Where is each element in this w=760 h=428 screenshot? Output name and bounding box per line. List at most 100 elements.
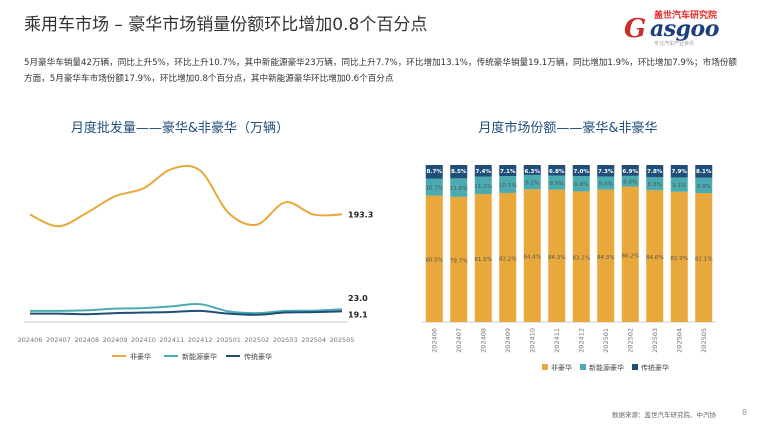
bar-data-label: 6.8% xyxy=(623,180,637,186)
x-tick-label: 202410 xyxy=(528,328,536,353)
legend-swatch xyxy=(632,364,638,370)
x-tick-label: 202502 xyxy=(626,328,634,353)
bar-segment-2 xyxy=(646,177,664,191)
x-tick-label: 202407 xyxy=(46,336,71,344)
bar-data-label: 10.7% xyxy=(425,186,443,192)
bar-segment-2 xyxy=(621,175,639,187)
logo-tagline: 专注汽车产业资讯 xyxy=(654,41,695,47)
page-number: 8 xyxy=(742,408,748,417)
data-source: 数据来源：盖世汽车研究院、中汽协 xyxy=(612,411,716,419)
legend-swatch xyxy=(542,364,548,370)
bar-segment-1 xyxy=(621,186,639,322)
bar-segment-2 xyxy=(597,176,615,190)
bar-data-label: 9.2% xyxy=(525,181,539,187)
bar-segment-3 xyxy=(548,165,566,176)
bar-segment-1 xyxy=(499,192,517,322)
bar-data-label: 8.1% xyxy=(696,169,712,175)
bar-segment-2 xyxy=(572,176,590,192)
series-line-1 xyxy=(29,164,343,228)
bar-data-label: 6.3% xyxy=(524,169,540,175)
bar-segment-1 xyxy=(572,191,590,322)
bar-data-label: 9.8% xyxy=(574,182,588,188)
page-title: 乘用车市场 – 豪华市场销量份额环比增加0.8个百分点 xyxy=(24,15,428,35)
x-tick-label: 202412 xyxy=(188,336,213,344)
logo-g-mark: G xyxy=(624,14,647,44)
bar-data-label: 6.9% xyxy=(622,169,638,175)
legend-label: 新能源豪华 xyxy=(182,352,217,361)
x-tick-label: 202505 xyxy=(330,336,355,344)
x-tick-label: 202410 xyxy=(131,336,156,344)
bar-data-label: 82.2% xyxy=(499,256,517,262)
x-tick-label: 202411 xyxy=(553,328,561,353)
legend-label: 新能源豪华 xyxy=(589,363,624,372)
end-value-label: 193.3 xyxy=(348,210,373,219)
x-tick-label: 202502 xyxy=(244,336,269,344)
series-line-2 xyxy=(29,303,343,315)
bar-segment-3 xyxy=(695,165,713,178)
bar-segment-1 xyxy=(670,191,688,322)
logo-chinese-text: 盖世汽车研究院 xyxy=(654,11,718,21)
bar-segment-3 xyxy=(523,165,541,175)
bar-segment-2 xyxy=(670,177,688,192)
bar-segment-2 xyxy=(425,178,443,196)
bar-data-label: 81.5% xyxy=(474,257,492,263)
bar-segment-1 xyxy=(474,194,492,322)
bar-data-label: 84.3% xyxy=(597,255,615,261)
bar-data-label: 7.8% xyxy=(647,169,663,175)
x-tick-label: 202408 xyxy=(74,336,99,344)
legend-swatch xyxy=(580,364,586,370)
x-tick-label: 202408 xyxy=(479,328,487,353)
x-tick-label: 202501 xyxy=(602,328,610,353)
bar-data-label: 9.8% xyxy=(697,184,711,190)
bar-segment-2 xyxy=(695,177,713,194)
legend-label: 传统豪华 xyxy=(641,363,669,372)
summary-text: 5月豪华车销量42万辆，同比上升5%，环比上升10.7%，其中新能源豪华23万辆… xyxy=(24,58,738,84)
bar-segment-3 xyxy=(670,165,688,178)
bar-data-label: 8.4% xyxy=(599,182,613,188)
logo-english-text: asgoo xyxy=(650,16,719,42)
bar-data-label: 7.9% xyxy=(671,169,687,175)
bar-data-label: 84.0% xyxy=(646,255,664,261)
bar-data-label: 11.8% xyxy=(450,186,468,192)
bar-data-label: 8.9% xyxy=(550,181,564,187)
x-tick-label: 202412 xyxy=(577,328,585,353)
bar-data-label: 7.0% xyxy=(573,169,589,175)
line-chart: 月度批发量——豪华&非豪华（万辆） 202406 202407 202408 20240… xyxy=(18,120,374,361)
bar-segment-2 xyxy=(548,175,566,190)
bar-segment-3 xyxy=(646,165,664,178)
x-tick-label: 202407 xyxy=(455,328,463,353)
x-tick-label: 202501 xyxy=(216,336,241,344)
bar-segment-3 xyxy=(474,165,492,177)
x-tick-label: 202505 xyxy=(700,328,708,353)
bar-segment-3 xyxy=(597,165,615,177)
end-value-label: 19.1 xyxy=(348,310,368,319)
bar-segment-1 xyxy=(523,189,541,322)
bar-data-label: 6.8% xyxy=(549,169,565,175)
legend-label: 非豪华 xyxy=(130,352,151,361)
bar-segment-1 xyxy=(597,189,615,322)
line-chart-title: 月度批发量——豪华&非豪华（万辆） xyxy=(71,120,289,136)
x-tick-label: 202503 xyxy=(651,328,659,353)
bar-data-label: 7.4% xyxy=(475,169,491,175)
series-line-3 xyxy=(29,309,343,316)
bar-data-label: 7.1% xyxy=(500,169,516,175)
bar-segment-2 xyxy=(474,176,492,195)
x-tick-label: 202411 xyxy=(159,336,184,344)
bar-segment-1 xyxy=(425,195,443,322)
bar-data-label: 79.7% xyxy=(450,258,468,264)
bar-data-label: 8.7% xyxy=(426,169,442,175)
bar-data-label: 10.7% xyxy=(499,183,517,189)
bar-segment-3 xyxy=(572,165,590,177)
bar-data-label: 84.4% xyxy=(523,255,541,261)
bar-data-label: 83.1% xyxy=(572,256,590,262)
bar-chart-title: 月度市场份额——豪华&非豪华 xyxy=(478,120,657,136)
bar-data-label: 80.5% xyxy=(425,258,443,264)
bar-data-label: 11.1% xyxy=(474,184,492,190)
bar-segment-2 xyxy=(523,174,541,190)
stacked-bar-chart: 月度市场份额——豪华&非豪华 80.5% 10.7% 8.7% 202406 79.7% 1… xyxy=(422,120,716,372)
brand-logo: G 盖世汽车研究院 asgoo 专注汽车产业资讯 xyxy=(620,6,750,47)
bar-segment-3 xyxy=(499,165,517,177)
bar-data-label: 8.3% xyxy=(648,182,662,188)
bar-data-label: 84.3% xyxy=(548,255,566,261)
bar-segment-3 xyxy=(425,165,443,179)
